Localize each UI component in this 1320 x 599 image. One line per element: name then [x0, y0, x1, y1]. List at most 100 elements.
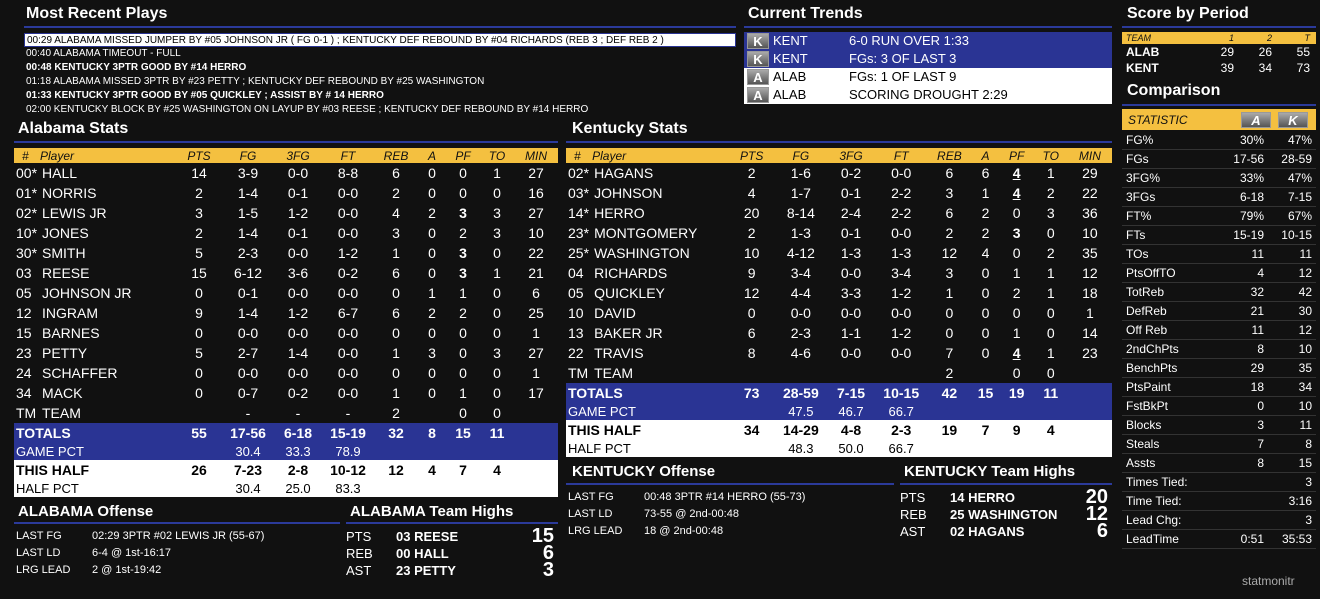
- stat-cell: 10: [1082, 225, 1098, 241]
- stat-cell: 1-2: [891, 325, 912, 341]
- comparison-row: Time Tied: 3:16: [1122, 492, 1316, 511]
- stat-cell: 6: [392, 165, 400, 181]
- summary-cell: [514, 460, 558, 480]
- summary-label: TOTALS: [568, 385, 623, 401]
- summary-label: THIS HALF: [16, 462, 90, 478]
- stat-cell: 8-14: [786, 205, 815, 221]
- comparison-row: Blocks 3 11: [1122, 416, 1316, 435]
- stat-cell: 34: [16, 385, 32, 401]
- stat-cell: 5: [195, 245, 203, 261]
- stat-cell: 13: [568, 325, 584, 341]
- play-row[interactable]: 00:29 ALABAMA MISSED JUMPER BY #05 JOHNS…: [24, 33, 736, 47]
- column-header: PTS: [187, 148, 211, 163]
- comparison-row: FGs 17-56 28-59: [1122, 150, 1316, 169]
- high-stat: PTS: [900, 490, 926, 505]
- summary-cell: 7-23: [233, 462, 263, 478]
- stat-cell: [176, 403, 222, 423]
- summary-cell: 9: [1012, 422, 1021, 438]
- stat-cell: 0: [392, 285, 400, 301]
- score-cell: 55: [1296, 45, 1310, 59]
- comparison-kentucky: 12: [1298, 323, 1312, 337]
- summary-cell: [446, 443, 480, 460]
- offense-value: 73-55 @ 2nd-00:48: [644, 508, 739, 520]
- comparison-kentucky: 47%: [1287, 133, 1312, 147]
- play-row[interactable]: 01:18 ALABAMA MISSED 3PTR BY #23 PETTY ;…: [26, 76, 485, 87]
- player-name: BAKER JR: [594, 325, 663, 341]
- stat-cell: 0-0: [891, 345, 912, 361]
- comparison-header-label: STATISTIC: [1128, 112, 1188, 127]
- stat-cell: 27: [528, 345, 544, 361]
- stat-cell: 0: [981, 325, 990, 341]
- stat-cell: 22: [568, 345, 584, 361]
- comparison-stat: DefReb: [1126, 304, 1167, 318]
- player-name: WASHINGTON: [594, 245, 690, 261]
- stat-cell: 10: [568, 305, 584, 321]
- stat-cell: 0-0: [891, 225, 912, 241]
- stat-cell: 0: [459, 405, 467, 421]
- stat-cell: 6: [392, 265, 400, 281]
- summary-cell: 15: [455, 425, 471, 441]
- summary-cell: 83.3: [335, 481, 361, 496]
- summary-cell: [971, 403, 999, 420]
- comparison-row: 2ndChPts 8 10: [1122, 340, 1316, 359]
- stat-cell: 0: [392, 365, 400, 381]
- comparison-stat: PtsOffTO: [1126, 266, 1176, 280]
- stat-cell: 1-6: [790, 165, 811, 181]
- summary-cell: [418, 443, 446, 460]
- stat-cell: 25*: [568, 245, 590, 261]
- plays-list[interactable]: 00:29 ALABAMA MISSED JUMPER BY #05 JOHNS…: [24, 33, 736, 117]
- player-row: 04 RICHARDS 9 3-4 0-0 3-4 3 0 1 1 12: [566, 263, 1112, 283]
- summary-cell: 11: [489, 425, 505, 441]
- player-name: MACK: [42, 385, 83, 401]
- stat-cell: 3: [459, 265, 467, 281]
- trend-text: 6-0 RUN OVER 1:33: [849, 33, 969, 48]
- comparison-row: 3FGs 6-18 7-15: [1122, 188, 1316, 207]
- stat-cell: 6: [747, 325, 756, 341]
- stat-cell: 0: [1046, 225, 1055, 241]
- play-row[interactable]: 01:33 KENTUCKY 3PTR GOOD BY #05 QUICKLEY…: [26, 90, 384, 101]
- stat-cell: 0-1: [840, 225, 862, 241]
- stat-cell: 3-4: [891, 265, 912, 281]
- stat-cell: 0-7: [237, 385, 259, 401]
- summary-cell: 4: [1046, 422, 1055, 438]
- summary-cell: [480, 480, 514, 497]
- stat-cell: 2: [1012, 285, 1021, 301]
- play-row[interactable]: 00:40 ALABAMA TIMEOUT - FULL: [26, 48, 181, 59]
- stat-cell: 2: [459, 225, 467, 241]
- stat-cell: 2: [428, 305, 436, 321]
- totals-row: TOTALS 55 17-56 6-18 15-19 32 8 15 11: [14, 423, 558, 443]
- player-row: 05 JOHNSON JR 0 0-1 0-0 0-0 0 1 1 0 6: [14, 283, 558, 303]
- stat-cell: 0: [195, 285, 203, 301]
- stat-cell: 9: [747, 265, 756, 281]
- summary-cell: 48.3: [788, 441, 814, 456]
- alabama-highs-list: PTS 03 REESE 15 REB 00 HALL 6 AST 23 PETTY 3: [346, 526, 554, 580]
- stat-cell: 0: [1012, 365, 1021, 381]
- stat-cell: 4: [1012, 345, 1021, 361]
- column-header: TO: [488, 148, 506, 163]
- summary-cell: 7: [459, 462, 467, 478]
- play-row[interactable]: 02:00 KENTUCKY BLOCK BY #25 WASHINGTON O…: [26, 104, 589, 115]
- alabama-badge: A: [1241, 111, 1271, 128]
- score-table: TEAM 1 2 T ALAB 29 26 55 KENT 39 34 73: [1122, 32, 1316, 76]
- stat-cell: 2-7: [237, 345, 259, 361]
- play-row[interactable]: 00:48 KENTUCKY 3PTR GOOD BY #14 HERRO: [26, 62, 247, 73]
- player-name: HERRO: [594, 205, 645, 221]
- column-header: Player: [592, 148, 627, 163]
- stat-cell: 0-0: [287, 245, 309, 261]
- comparison-kentucky: 3: [1305, 475, 1312, 489]
- comparison-alabama: [1202, 511, 1264, 529]
- stat-cell: 3: [493, 345, 501, 361]
- summary-cell: 8: [428, 425, 436, 441]
- offense-label: LRG LEAD: [16, 564, 71, 576]
- stat-cell: 14: [191, 165, 207, 181]
- stat-cell: 0-1: [237, 285, 259, 301]
- trend-row: K KENT FGs: 3 OF LAST 3: [744, 50, 1112, 68]
- stat-cell: 0: [981, 265, 990, 281]
- summary-cell: 47.5: [788, 404, 814, 419]
- player-name: PETTY: [42, 345, 88, 361]
- stat-cell: 12: [16, 305, 32, 321]
- stat-cell: 10: [743, 245, 760, 261]
- offense-row: LAST FG 02:29 3PTR #02 LEWIS JR (55-67): [16, 528, 340, 545]
- stat-cell: 6-12: [233, 265, 263, 281]
- game-pct-row: GAME PCT 30.4 33.3 78.9: [14, 443, 558, 460]
